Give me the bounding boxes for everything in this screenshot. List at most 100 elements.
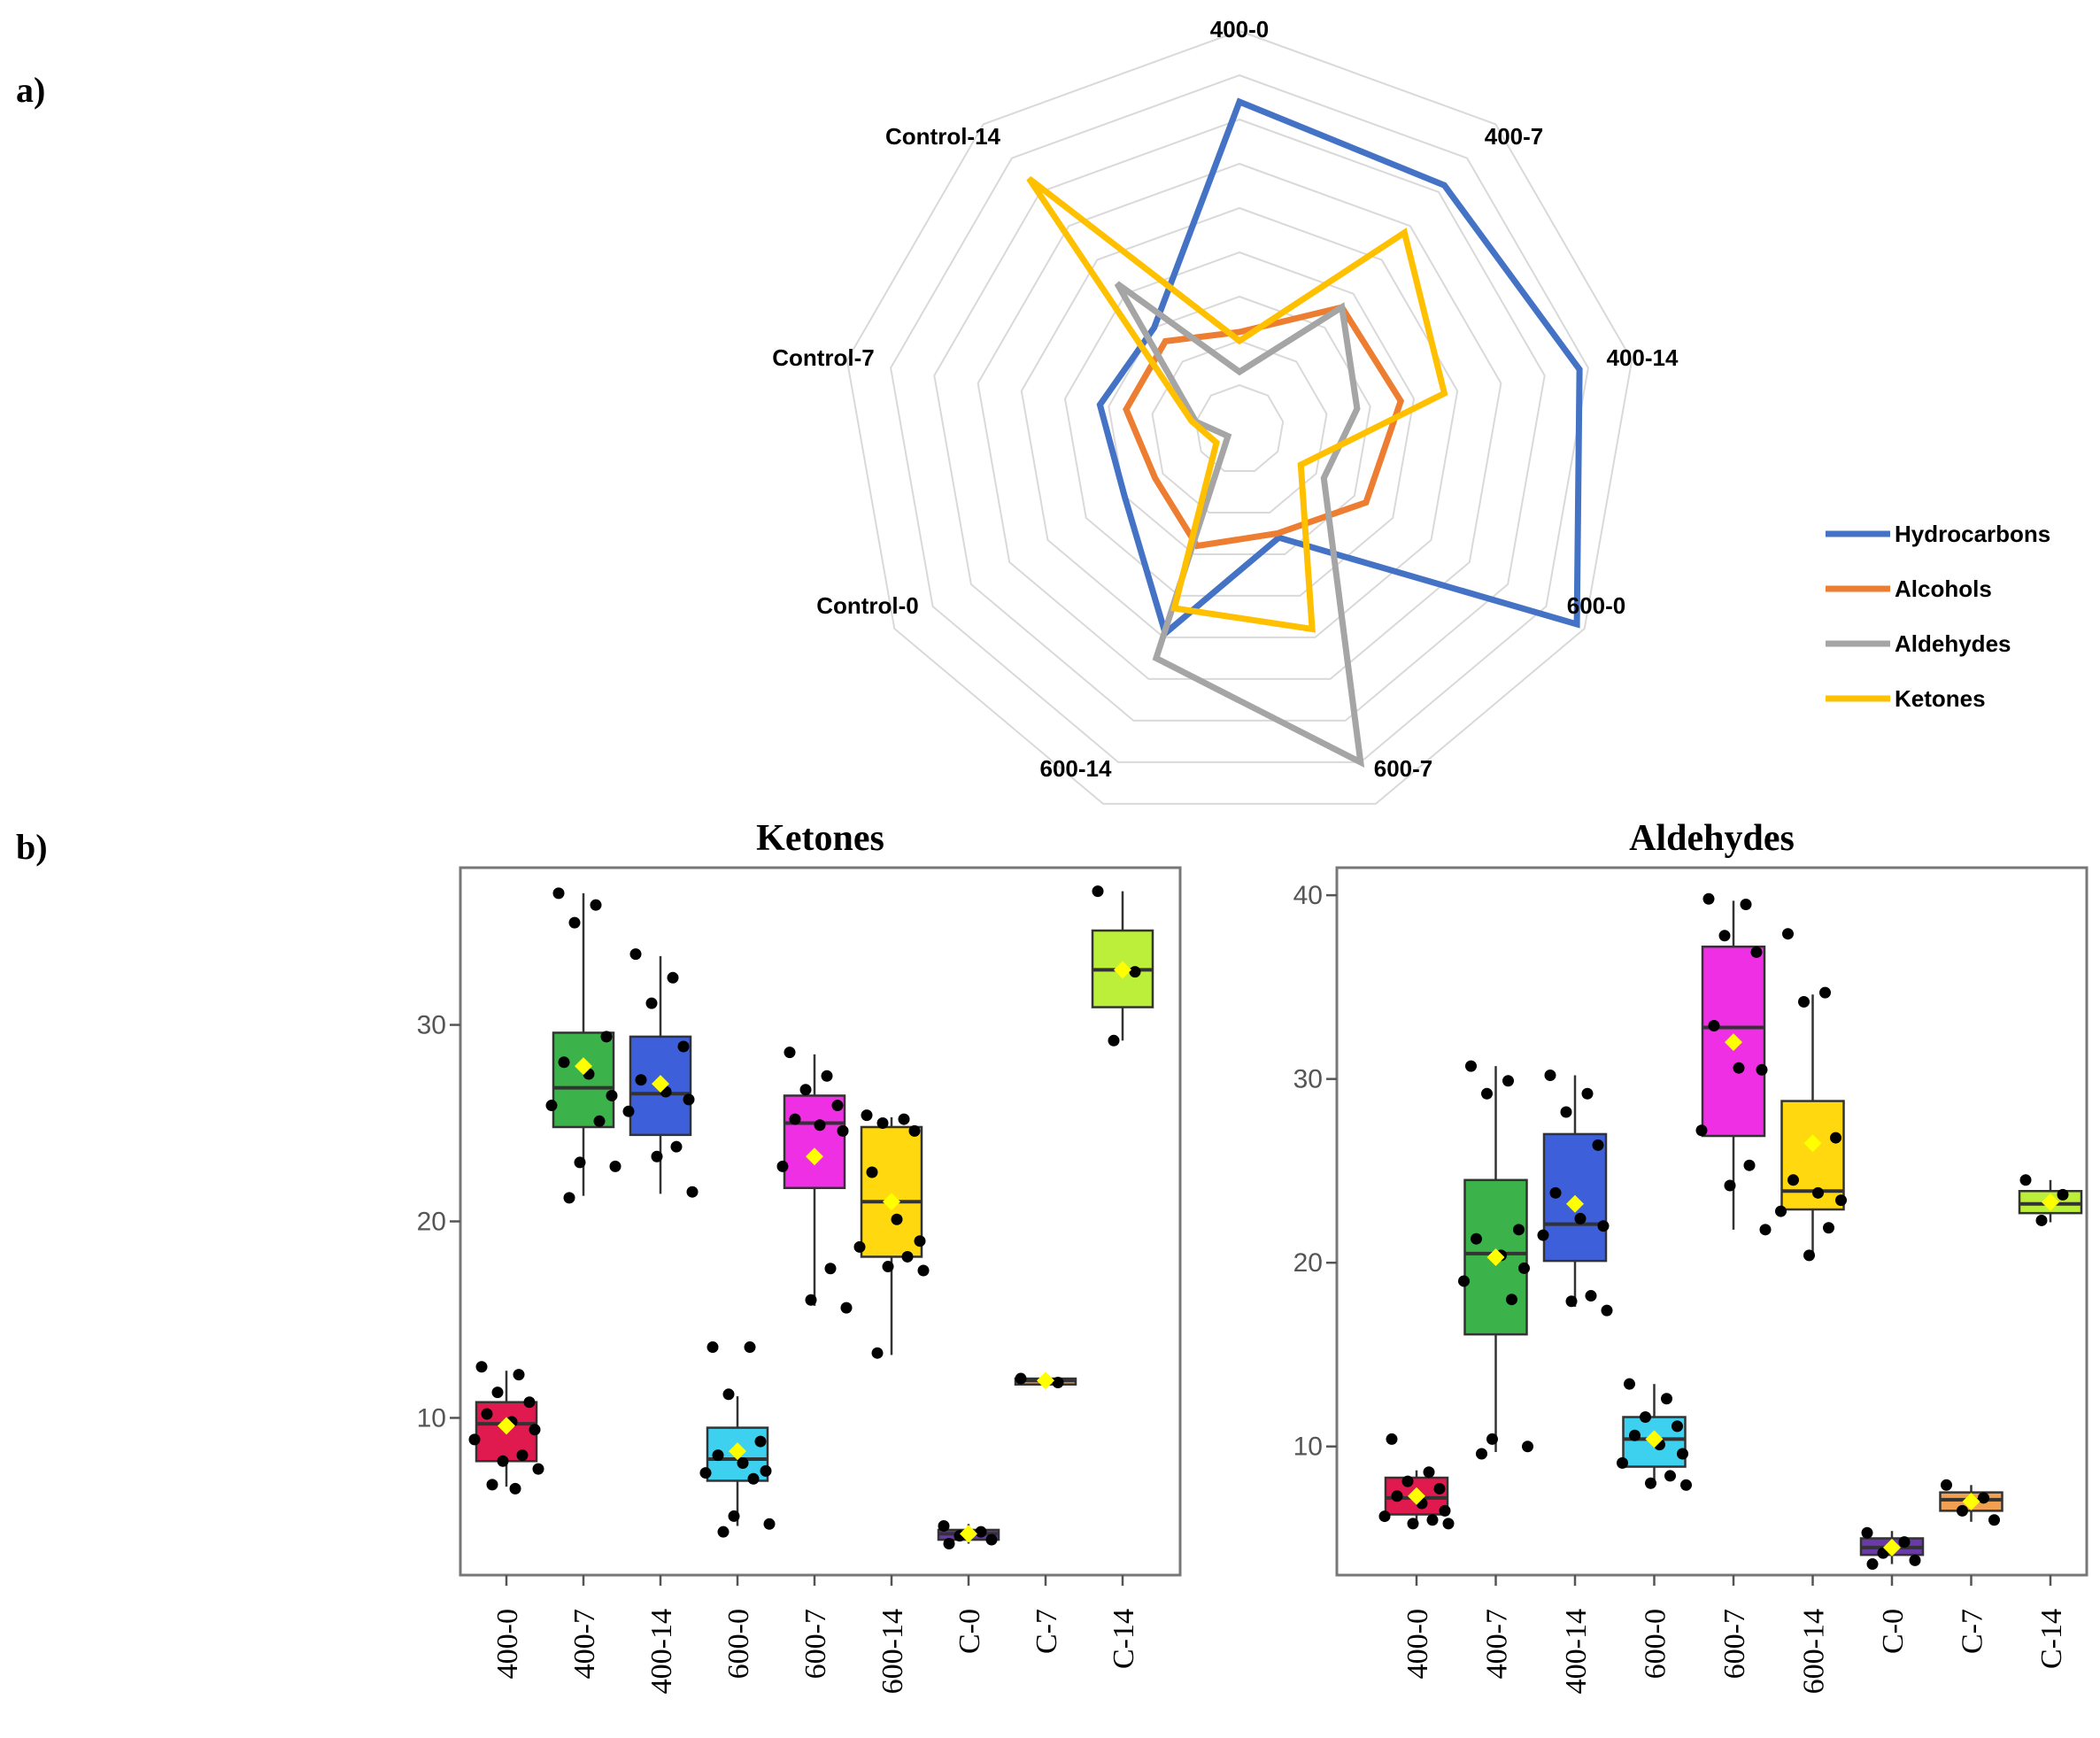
- mean-marker-600-14: [883, 1193, 900, 1211]
- data-point-600-14: [908, 1124, 921, 1137]
- data-point-600-7: [1743, 1159, 1756, 1171]
- data-point-600-7: [1695, 1124, 1708, 1137]
- data-point-c-14: [2019, 1174, 2032, 1186]
- y-tick-label: 20: [417, 1208, 446, 1237]
- mean-marker-600-0: [1645, 1430, 1664, 1448]
- data-point-600-7: [799, 1084, 812, 1096]
- data-point-400-7: [552, 887, 565, 900]
- aldehydes-boxplot: Aldehydes 10 20 30 40 400-0 400-7 400-14 600-0 60…: [1293, 818, 2088, 1694]
- data-point-600-0: [699, 1467, 712, 1479]
- radar-grid-ring: [977, 162, 1502, 680]
- legend: Hydrocarbons Alcohols Aldehydes Ketones: [1826, 521, 2050, 712]
- data-point-c-0: [985, 1533, 998, 1546]
- data-point-600-0: [1672, 1420, 1683, 1433]
- data-point-400-14: [1560, 1106, 1572, 1118]
- radar-axis-label-control-14: Control-14: [885, 123, 1001, 150]
- data-point-600-0: [728, 1510, 740, 1522]
- radar-grid-ring: [1108, 295, 1371, 555]
- data-point-600-0: [1617, 1456, 1628, 1469]
- data-point-400-7: [593, 1115, 606, 1127]
- data-point-600-0: [754, 1435, 767, 1448]
- mean-marker-400-7: [575, 1057, 592, 1076]
- x-tick-label-c-0: C-0: [1877, 1609, 1910, 1654]
- data-point-400-0: [1426, 1514, 1439, 1526]
- data-point-400-0: [513, 1369, 525, 1381]
- data-point-600-7: [821, 1070, 833, 1082]
- mean-marker-600-0: [729, 1442, 746, 1461]
- data-point-600-0: [712, 1449, 724, 1462]
- data-point-600-0: [1629, 1429, 1641, 1441]
- data-point-400-14: [1537, 1229, 1549, 1241]
- radar-axis-label-400-14: 400-14: [1607, 344, 1679, 371]
- radar-axis-label-600-7: 600-7: [1374, 755, 1433, 782]
- x-tick-label-400-0: 400-0: [491, 1609, 524, 1679]
- data-point-600-0: [722, 1388, 735, 1401]
- x-tick-label-c-7: C-7: [1031, 1609, 1063, 1654]
- box-400-7: [552, 1031, 615, 1129]
- data-point-c-7: [1015, 1372, 1027, 1385]
- data-point-400-7: [1481, 1087, 1493, 1100]
- data-point-600-7: [1759, 1224, 1772, 1236]
- mean-marker-c-0: [1883, 1538, 1901, 1556]
- data-point-600-7: [789, 1113, 801, 1125]
- mean-marker-400-0: [1408, 1487, 1425, 1505]
- data-point-400-7: [606, 1089, 618, 1101]
- data-point-600-14: [1830, 1132, 1841, 1144]
- data-point-400-14: [1581, 1087, 1594, 1100]
- data-point-400-7: [574, 1156, 586, 1169]
- data-point-600-0: [1645, 1477, 1656, 1489]
- radar-grid-ring: [1063, 251, 1416, 597]
- data-point-400-7: [568, 916, 581, 929]
- data-point-400-14: [645, 997, 658, 1009]
- legend-label-ketones: Ketones: [1895, 685, 1986, 712]
- data-point-400-0: [1386, 1433, 1398, 1445]
- data-point-400-7: [1522, 1441, 1533, 1453]
- data-point-600-14: [1798, 995, 1810, 1008]
- radar-axis-labels: 400-0 400-7 400-14 600-0 600-7 600-14 Control-…: [772, 16, 1679, 782]
- data-point-400-7: [1471, 1232, 1482, 1245]
- radar-series: [1026, 97, 1583, 769]
- box-600-14: [860, 1125, 923, 1258]
- data-point-400-14: [1585, 1290, 1597, 1302]
- data-point-600-0: [1680, 1479, 1692, 1491]
- box-600-7: [783, 1094, 846, 1190]
- data-point-600-7: [1708, 1019, 1720, 1031]
- data-point-600-7: [1750, 946, 1763, 958]
- data-point-400-0: [486, 1479, 498, 1491]
- data-point-600-0: [1640, 1411, 1651, 1424]
- mean-marker-400-7: [1486, 1247, 1505, 1266]
- data-point-600-0: [1677, 1448, 1688, 1460]
- data-point-c-14: [1129, 966, 1141, 978]
- radar-grid-ring: [1020, 206, 1459, 638]
- data-point-400-0: [516, 1449, 529, 1462]
- data-point-400-7: [600, 1031, 613, 1043]
- data-point-600-0: [717, 1526, 730, 1538]
- y-tick-label: 10: [417, 1403, 446, 1433]
- data-point-600-14: [1823, 1222, 1834, 1234]
- radar-series-alcohols: [1123, 304, 1405, 550]
- radar-series-ketones: [1026, 175, 1448, 633]
- data-point-400-14: [1574, 1212, 1587, 1224]
- data-point-400-0: [1378, 1510, 1391, 1523]
- data-point-600-14: [882, 1261, 894, 1273]
- data-point-600-7: [776, 1160, 789, 1172]
- mean-marker-c-14: [2042, 1193, 2059, 1211]
- data-point-400-0: [1442, 1518, 1455, 1530]
- data-point-400-7: [590, 899, 602, 911]
- data-point-c-7: [1978, 1492, 1989, 1504]
- radar-axis-label-600-0: 600-0: [1567, 592, 1626, 619]
- data-point-400-0: [1433, 1482, 1446, 1495]
- x-tick-label-c-14: C-14: [1108, 1609, 1140, 1669]
- data-point-600-14: [898, 1113, 910, 1125]
- data-point-600-7: [831, 1100, 844, 1112]
- data-point-600-0: [1664, 1470, 1676, 1482]
- data-point-c-0: [1866, 1558, 1879, 1571]
- data-point-600-14: [1782, 928, 1794, 940]
- data-point-400-0: [1439, 1504, 1451, 1517]
- x-tick-label-400-14: 400-14: [1560, 1609, 1593, 1694]
- data-point-600-14: [861, 1109, 873, 1122]
- data-point-c-0: [943, 1537, 955, 1549]
- data-point-600-0: [1661, 1393, 1672, 1405]
- radar-grid-ring: [1194, 383, 1285, 472]
- legend-label-hydrocarbons: Hydrocarbons: [1895, 521, 2050, 547]
